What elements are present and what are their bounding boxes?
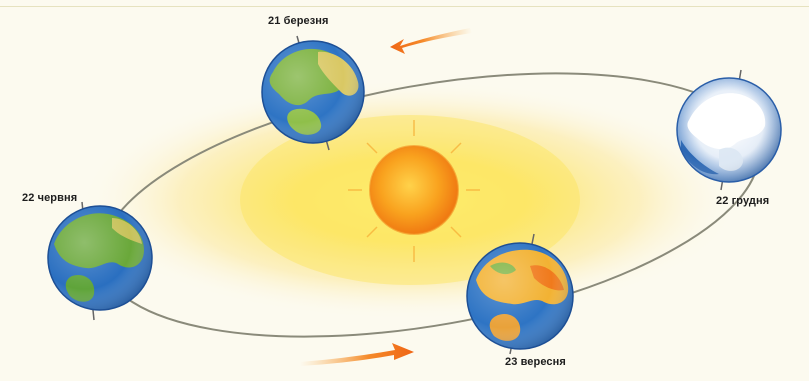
- label-december: 22 грудня: [716, 195, 770, 207]
- label-march: 21 березня: [268, 15, 329, 27]
- sun-rays: [348, 120, 480, 262]
- bottom-orbit-arrow: [300, 343, 414, 366]
- earth-december: [676, 69, 782, 191]
- earth-september: [466, 233, 574, 355]
- top-border: [0, 6, 809, 7]
- label-june: 22 червня: [22, 192, 78, 204]
- sun: [370, 146, 458, 234]
- earth-june: [47, 201, 153, 321]
- label-september: 23 вересня: [505, 356, 566, 368]
- earth-march: [261, 35, 365, 151]
- top-orbit-arrow: [390, 28, 472, 54]
